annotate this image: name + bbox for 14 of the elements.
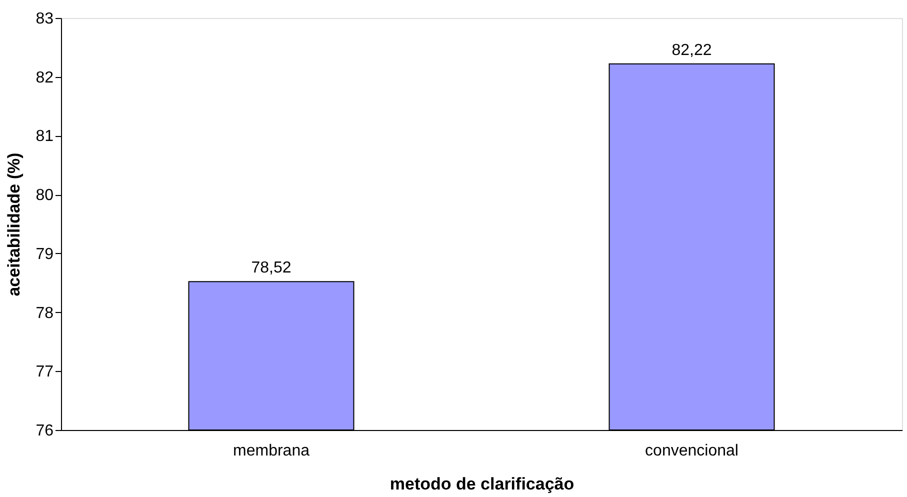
y-tick-label: 82 xyxy=(36,69,54,86)
y-tick-label: 80 xyxy=(36,187,54,204)
x-tick-label: convencional xyxy=(645,442,738,460)
x-axis-title: metodo de clarificação xyxy=(390,474,574,494)
y-tick-label: 76 xyxy=(36,422,54,440)
x-tick-label: membrana xyxy=(233,442,310,460)
y-tick-label: 81 xyxy=(36,128,54,146)
data-label: 82,22 xyxy=(672,42,712,59)
y-tick-label: 77 xyxy=(36,364,54,381)
y-tick-label: 79 xyxy=(36,246,54,263)
data-label: 78,52 xyxy=(251,260,292,277)
y-tick-label: 78 xyxy=(36,304,54,322)
y-tick-label: 83 xyxy=(36,10,54,28)
y-axis-title: aceitabilidade (%) xyxy=(4,152,24,296)
